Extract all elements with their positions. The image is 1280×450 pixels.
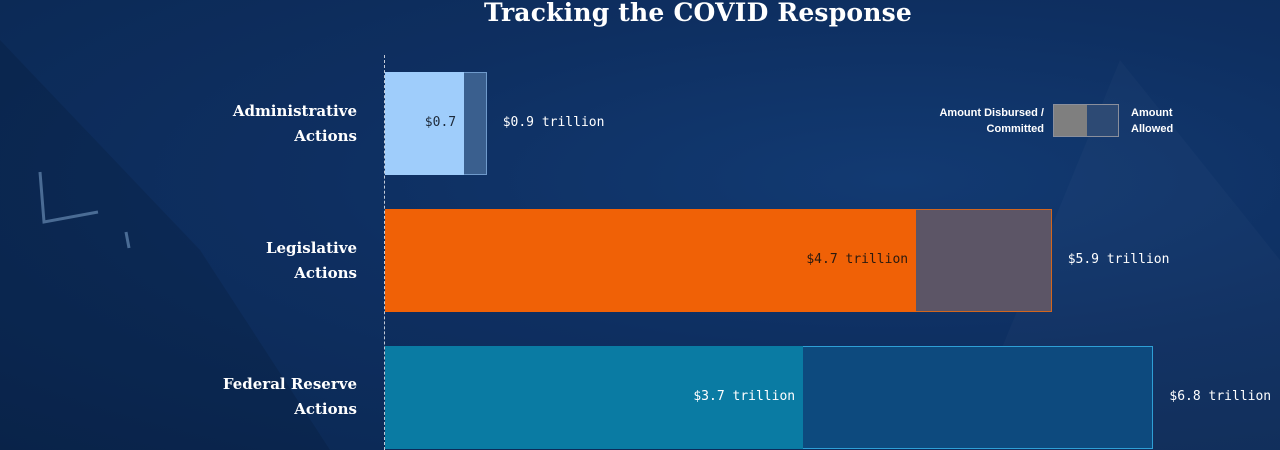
- legend-swatch-allowed: [1087, 105, 1118, 136]
- bar-disbursed-federal-reserve: [385, 346, 804, 449]
- value-label-disbursed-federal-reserve: $3.7 trillion: [693, 388, 796, 404]
- category-label-administrative: Administrative Actions: [232, 102, 357, 145]
- value-label-disbursed-legislative: $4.7 trillion: [806, 251, 909, 267]
- bar-disbursed-legislative: [385, 209, 917, 312]
- value-label-allowed-legislative: $5.9 trillion: [1067, 251, 1170, 267]
- category-label-legislative: Legislative Actions: [265, 239, 357, 282]
- baseline-axis: [384, 55, 385, 450]
- category-label-federal-reserve: Federal Reserve Actions: [222, 375, 357, 418]
- value-label-allowed-federal-reserve: $6.8 trillion: [1169, 388, 1272, 404]
- bar-disbursed-administrative: [385, 72, 465, 175]
- value-label-allowed-administrative: $0.9 trillion: [502, 114, 605, 130]
- legend-label-allowed: Amount Allowed: [1131, 107, 1174, 135]
- chart-title: Tracking the COVID Response: [483, 0, 913, 27]
- legend-swatch-disbursed: [1054, 105, 1087, 136]
- legend: Amount Disbursed / Committed Amount Allo…: [920, 103, 1190, 139]
- legend-swatch: [1053, 104, 1119, 137]
- legend-label-disbursed: Amount Disbursed / Committed: [939, 107, 1044, 135]
- value-label-disbursed-administrative: $0.7: [424, 114, 457, 130]
